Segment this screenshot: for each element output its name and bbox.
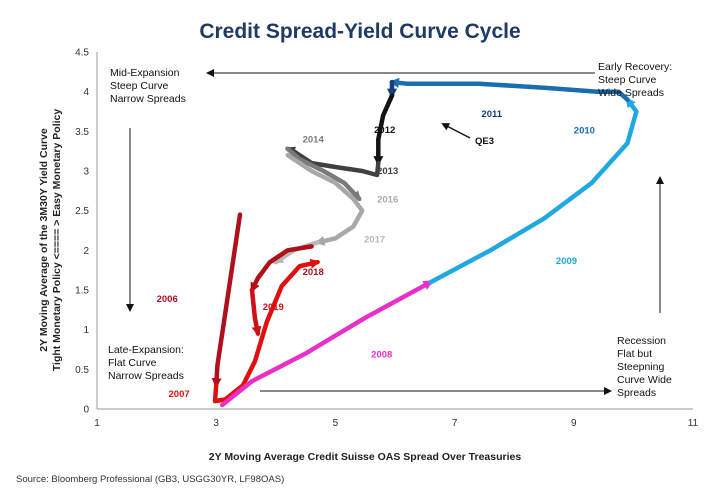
y-tick-label: 4 xyxy=(83,87,89,98)
series-2008-label: 2008 xyxy=(371,349,392,360)
series-2019-label: 2019 xyxy=(263,302,284,313)
source-note: Source: Bloomberg Professional (GB3, USG… xyxy=(16,469,284,487)
region-recession-line2: Flat but xyxy=(617,348,652,360)
region-late-expansion-line2: Flat Curve xyxy=(108,357,157,369)
series-2012-label: 2012 xyxy=(374,125,395,136)
series-2009-line xyxy=(428,97,639,285)
y-tick-label: 4.5 xyxy=(75,48,89,59)
region-mid-expansion-line1: Mid-Expansion xyxy=(110,67,180,79)
x-axis-title: 2Y Moving Average Credit Suisse OAS Spre… xyxy=(209,451,522,463)
series-2013-label: 2013 xyxy=(377,166,398,177)
region-mid-expansion-line3: Narrow Spreads xyxy=(110,93,186,105)
region-recession-line3: Steepning xyxy=(617,361,664,373)
x-tick-label: 11 xyxy=(688,418,699,429)
series-2016-label: 2016 xyxy=(377,195,398,206)
region-mid-expansion-line2: Steep Curve xyxy=(110,80,169,92)
region-early-recovery: Early Recovery: Steep Curve Wide Spreads xyxy=(598,61,672,99)
y-tick-label: 0 xyxy=(83,405,89,416)
series-2007-label: 2007 xyxy=(169,389,190,400)
qe3-label: QE3 xyxy=(475,136,494,147)
y-axis-ticks: 0 0.5 1 1.5 2 2.5 3 3.5 4 4.5 xyxy=(75,48,89,416)
y-tick-label: 2 xyxy=(83,246,89,257)
x-axis-ticks: 1 3 5 7 9 11 xyxy=(94,418,698,429)
series-2014-label: 2014 xyxy=(303,134,325,145)
series-2018-label: 2018 xyxy=(303,267,324,278)
year-labels: 2006 2007 2008 2009 2010 2011 2012 2013 2014 2016… xyxy=(157,109,595,400)
series-layer xyxy=(211,77,639,408)
series-2006-label: 2006 xyxy=(157,294,178,305)
series-2016-line xyxy=(285,152,365,246)
source-label: Source: Bloomberg Professional (GB3, USG… xyxy=(16,474,285,485)
region-recession-line5: Spreads xyxy=(617,387,656,399)
chart-title: Credit Spread-Yield Curve Cycle xyxy=(199,20,520,43)
x-tick-label: 1 xyxy=(94,418,100,429)
series-2018-line xyxy=(249,244,314,293)
region-recession-line1: Recession xyxy=(617,335,666,347)
region-early-recovery-line1: Early Recovery: xyxy=(598,61,672,73)
x-tick-label: 9 xyxy=(571,418,577,429)
y-axis-title-line1: 2Y Moving Average of the 3M30Y Yield Cur… xyxy=(38,128,50,352)
series-2008-line xyxy=(219,279,434,408)
series-2011-label: 2011 xyxy=(481,109,502,120)
series-2009-label: 2009 xyxy=(556,256,577,267)
region-late-expansion: Late-Expansion: Flat Curve Narrow Spread… xyxy=(108,344,184,382)
y-axis-title-line2: Tight Monetary Policy <==== > Easy Monet… xyxy=(51,109,63,372)
region-early-recovery-line2: Steep Curve xyxy=(598,74,657,86)
x-tick-label: 5 xyxy=(333,418,339,429)
region-late-expansion-line1: Late-Expansion: xyxy=(108,344,184,356)
x-tick-label: 7 xyxy=(452,418,458,429)
series-2010-line xyxy=(389,77,630,102)
y-tick-label: 1.5 xyxy=(75,286,89,297)
series-2010-label: 2010 xyxy=(574,126,595,137)
x-tick-label: 3 xyxy=(213,418,219,429)
y-tick-label: 3.5 xyxy=(75,127,89,138)
region-late-expansion-line3: Narrow Spreads xyxy=(108,370,184,382)
qe3-arrow xyxy=(441,123,471,139)
region-recession: Recession Flat but Steepning Curve Wide … xyxy=(617,335,672,399)
series-2006-line xyxy=(211,212,243,389)
series-2017-label: 2017 xyxy=(364,234,385,245)
region-recession-line4: Curve Wide xyxy=(617,374,672,386)
y-tick-label: 0.5 xyxy=(75,365,89,376)
series-2014-line xyxy=(285,146,362,202)
region-early-recovery-line3: Wide Spreads xyxy=(598,87,664,99)
y-tick-label: 2.5 xyxy=(75,206,89,217)
series-2007-line xyxy=(212,258,321,404)
y-tick-label: 1 xyxy=(83,325,89,336)
region-mid-expansion: Mid-Expansion Steep Curve Narrow Spreads xyxy=(110,67,186,105)
series-2012-line xyxy=(373,93,395,167)
y-tick-label: 3 xyxy=(83,167,89,178)
series-2019-line xyxy=(249,287,262,337)
